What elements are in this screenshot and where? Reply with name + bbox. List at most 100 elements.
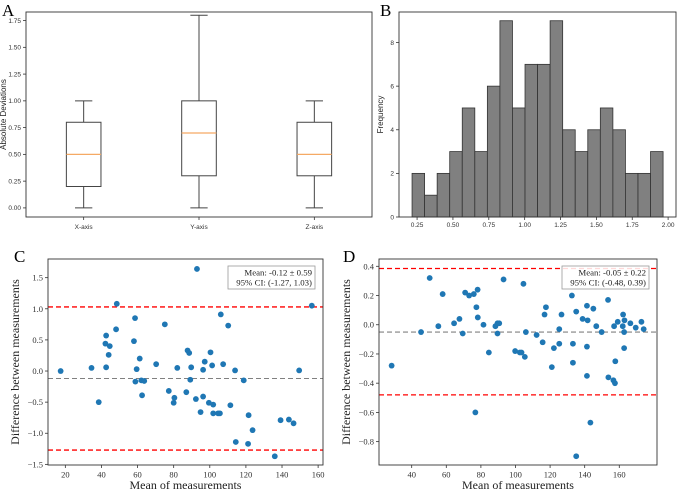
data-point — [249, 427, 256, 434]
x-tick-label: 40 — [97, 469, 106, 479]
y-tick-label: −1.0 — [28, 428, 43, 438]
data-point — [57, 368, 64, 374]
data-point — [240, 377, 247, 384]
y-tick-label: 0.4 — [363, 261, 374, 271]
data-point — [245, 440, 251, 447]
y-tick-label: −1.5 — [28, 459, 43, 469]
panel-b: 0 2 4 6 8 0.25 0.50 0.75 1.00 1.25 1.50 1.75 2.00 Fre… — [376, 11, 677, 229]
data-point — [573, 453, 580, 460]
data-point — [620, 311, 626, 318]
x-tick-label: 140 — [276, 469, 289, 479]
data-point — [95, 399, 102, 406]
data-point — [584, 302, 590, 309]
x-tick-label: 160 — [613, 469, 626, 479]
x-tick-label: 80 — [169, 469, 178, 479]
panel-label-d: D — [343, 247, 355, 266]
data-point — [201, 358, 208, 365]
data-point — [200, 366, 207, 373]
data-point — [550, 345, 557, 352]
y-tick-label: 0.2 — [363, 290, 374, 300]
data-point — [587, 419, 594, 426]
y-tick-label: 8 — [390, 40, 394, 47]
data-point — [209, 362, 216, 369]
data-point — [113, 300, 120, 307]
data-point — [627, 320, 634, 327]
histogram-bar — [562, 129, 576, 218]
axes-frame — [25, 11, 373, 218]
data-point — [290, 420, 297, 427]
histogram-bar — [474, 151, 488, 218]
iqr-box — [296, 121, 333, 177]
histogram-bar — [637, 172, 651, 218]
data-point — [103, 364, 110, 371]
box-y-axis — [181, 14, 217, 209]
data-point — [105, 351, 112, 358]
data-point — [522, 329, 529, 335]
histogram-bar — [650, 151, 664, 218]
x-tick-label: 1.25 — [554, 222, 567, 229]
histogram-bar — [411, 172, 426, 218]
histogram-bar — [449, 151, 463, 218]
data-point — [521, 353, 528, 360]
legend-box — [227, 265, 316, 290]
data-point — [470, 291, 477, 297]
data-point — [426, 275, 433, 281]
data-point — [518, 349, 525, 356]
data-point — [210, 401, 217, 408]
data-point — [188, 364, 195, 371]
data-point — [165, 388, 172, 394]
data-point — [171, 394, 178, 401]
data-point — [227, 402, 234, 409]
x-tick-label: 120 — [544, 469, 557, 479]
histogram-bar — [436, 172, 451, 218]
data-point — [439, 291, 446, 297]
data-point — [200, 393, 207, 400]
data-point — [161, 321, 168, 328]
x-tick-label: 140 — [578, 469, 591, 479]
data-point — [533, 332, 540, 338]
panel-label-c: C — [14, 247, 25, 266]
data-point — [570, 359, 576, 366]
data-point — [638, 318, 645, 325]
data-point — [194, 266, 200, 272]
box-z-axis — [296, 100, 333, 209]
legend-text: Mean: -0.05 ± 0.22 — [578, 268, 646, 278]
data-point — [217, 311, 224, 318]
data-point — [584, 317, 591, 324]
x-tick-label: 120 — [240, 469, 253, 479]
y-tick-label: 1.25 — [8, 71, 21, 78]
data-point — [197, 409, 204, 415]
data-point — [174, 365, 181, 371]
panel-label-b: B — [380, 1, 391, 20]
data-point — [232, 367, 238, 374]
iqr-box — [181, 100, 217, 177]
x-tick-label: X-axis — [75, 224, 94, 231]
x-tick-label: 0.25 — [411, 222, 424, 229]
y-axis-label: Absolute Deviations — [0, 79, 8, 150]
data-point — [568, 292, 575, 299]
data-point — [245, 412, 252, 419]
data-point — [541, 311, 548, 318]
x-axis-label: Mean of measurements — [462, 478, 574, 490]
data-point — [593, 323, 600, 330]
x-tick-label: 40 — [407, 469, 416, 479]
data-point — [285, 416, 292, 423]
data-point — [605, 374, 612, 381]
y-tick-label: 0.00 — [8, 205, 21, 212]
data-point — [473, 304, 480, 311]
data-point — [308, 302, 315, 309]
x-axis-label: Mean of measurements — [130, 478, 242, 490]
data-point — [216, 410, 223, 417]
histogram-bar — [537, 63, 551, 218]
y-tick-label: 1.50 — [8, 45, 21, 52]
y-tick-label: 0.0 — [32, 366, 43, 376]
box-x-axis — [65, 100, 102, 209]
data-point — [131, 338, 137, 345]
data-point — [277, 417, 284, 424]
histogram-bar — [574, 151, 589, 218]
data-point — [210, 410, 217, 417]
panel-c: −1.5 −1.0 −0.5 0.0 0.5 1.0 1.5 20 40 60 80 100 120 14… — [8, 258, 324, 490]
data-point — [614, 318, 621, 325]
